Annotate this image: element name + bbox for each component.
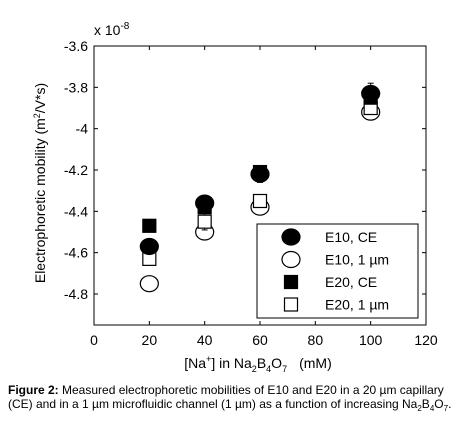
y-tick-label: -4.2 <box>64 162 88 178</box>
x-tick-label: 60 <box>252 332 268 348</box>
data-point <box>139 237 159 256</box>
legend-label: E20, CE <box>325 274 377 290</box>
legend-marker <box>283 297 299 312</box>
data-marks <box>139 82 381 293</box>
caption-label: Figure 2: <box>8 383 59 397</box>
data-point <box>363 90 378 105</box>
data-point <box>142 218 157 233</box>
x-tick-label: 20 <box>142 332 158 348</box>
x-tick-label: 0 <box>90 332 98 348</box>
axes <box>93 45 427 326</box>
figure-caption: Figure 2: Measured electrophoretic mobil… <box>8 383 452 413</box>
y-tick-label: -3.8 <box>64 79 88 95</box>
x-tick-label: 80 <box>308 332 324 348</box>
legend: E10, CE E10, 1 µm E20, CE E20, 1 µm <box>256 223 419 319</box>
data-point <box>197 200 212 215</box>
x-axis-label: [Na+] in Na2B4O7 (mM) <box>184 354 331 374</box>
y-tick-label: -3.6 <box>64 38 88 54</box>
y-tick-label: -4.6 <box>64 245 88 261</box>
legend-label: E10, CE <box>325 229 377 245</box>
exponent-label: x 10-8 <box>94 21 130 38</box>
data-point <box>197 214 212 229</box>
data-point <box>139 275 159 293</box>
legend-label: E20, 1 µm <box>325 297 389 313</box>
data-point <box>252 193 268 209</box>
data-point <box>252 164 268 180</box>
x-tick-label: 40 <box>197 332 213 348</box>
legend-marker <box>283 274 299 290</box>
legend-marker <box>281 250 301 269</box>
caption-text: Measured electrophoretic mobilities of E… <box>8 383 444 411</box>
exponent-base: x 10 <box>94 22 121 38</box>
y-axis-label: Electrophoretic mobility (m2/V*s) <box>32 83 48 283</box>
tick-labels: 0 20 40 60 80 100 120 -3.6 -3.8 -4 -4.2 -4.4 -4.6 -4.… <box>64 38 438 348</box>
y-tick-label: -4.8 <box>64 286 88 302</box>
legend-label: E10, 1 µm <box>325 252 389 268</box>
y-tick-label: -4 <box>76 121 89 137</box>
x-tick-label: 120 <box>414 332 438 348</box>
legend-marker <box>281 228 301 246</box>
x-tick-label: 100 <box>359 332 383 348</box>
y-tick-label: -4.4 <box>64 203 88 219</box>
exponent-power: -8 <box>120 21 129 32</box>
series-square-filled <box>142 90 378 233</box>
chart: 0 20 40 60 80 100 120 -3.6 -3.8 -4 -4.2 -4.4 -4.6 -4.… <box>32 21 438 374</box>
